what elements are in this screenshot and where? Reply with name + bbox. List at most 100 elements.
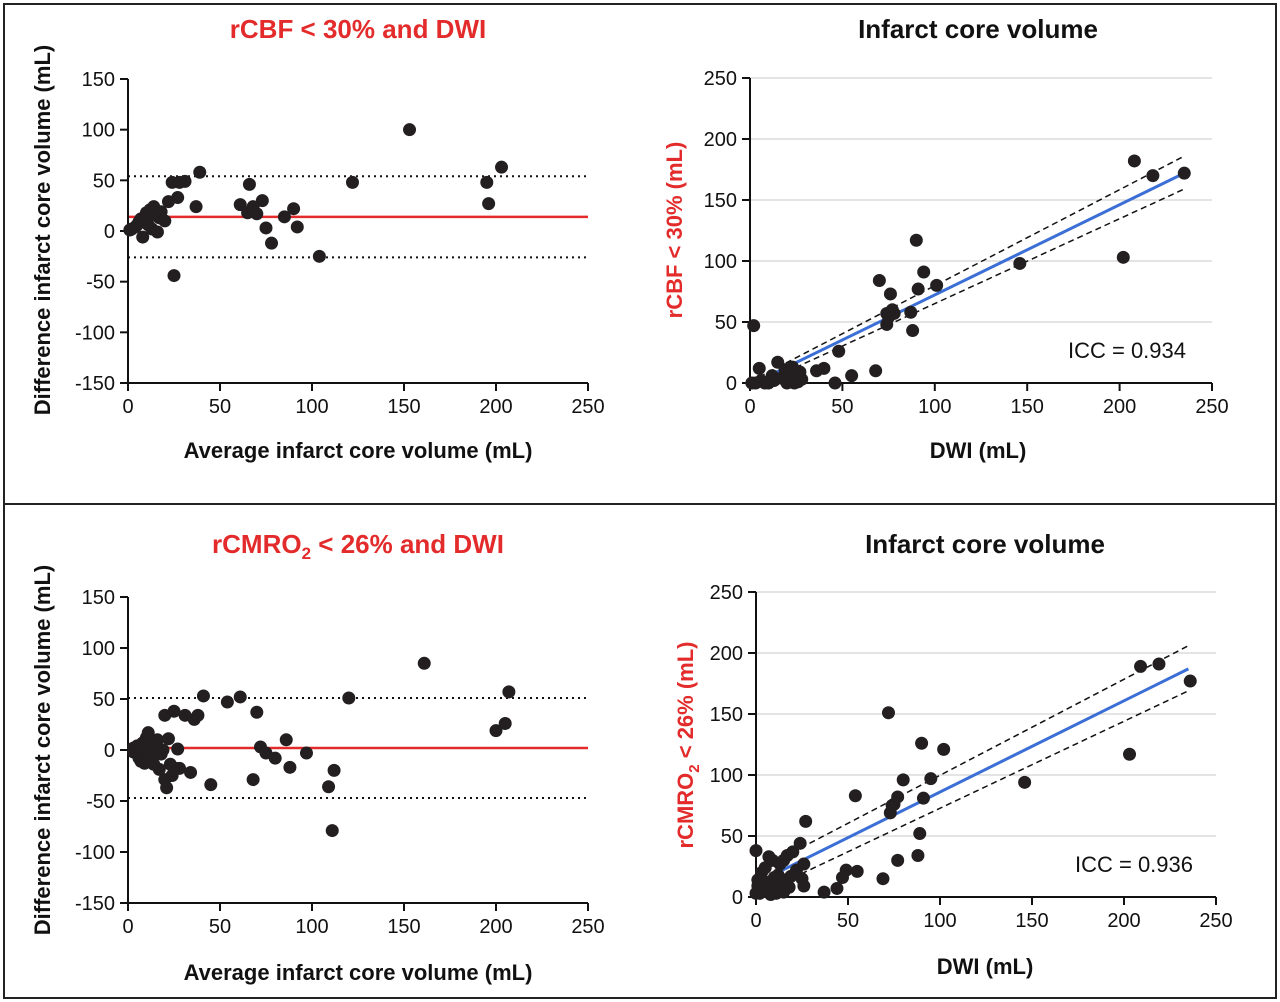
data-point [793, 836, 807, 850]
data-point [327, 763, 341, 777]
data-point [876, 872, 890, 886]
data-point [220, 695, 234, 709]
y-tick-label: 100 [82, 638, 115, 660]
data-point [495, 160, 509, 174]
data-point [322, 780, 336, 794]
x-axis-label: Average infarct core volume (mL) [184, 960, 533, 985]
data-point [417, 656, 431, 670]
x-tick-label: 50 [837, 910, 859, 932]
panel-frame-bottom [3, 503, 1277, 999]
data-point [1177, 166, 1191, 180]
data-point [287, 202, 301, 216]
data-point [191, 708, 205, 722]
y-tick-label: 150 [704, 190, 737, 212]
bland-altman-rcmro2-chart: rCMRO2 < 26% and DWI Average infarct cor… [30, 529, 605, 985]
chart-title: rCBF < 30% and DWI [230, 14, 486, 44]
chart-title: Infarct core volume [865, 529, 1105, 559]
data-point [160, 781, 174, 795]
data-point [259, 221, 273, 235]
data-point [915, 736, 929, 750]
data-point [136, 230, 150, 244]
data-point [345, 175, 359, 189]
data-point [891, 853, 905, 867]
x-tick-label: 0 [750, 910, 761, 932]
data-point [891, 790, 905, 804]
icc-annotation: ICC = 0.934 [1068, 338, 1186, 363]
data-point [299, 746, 313, 760]
data-point [817, 885, 831, 899]
data-point [830, 881, 844, 895]
y-tick-label: 200 [704, 129, 737, 151]
y-tick-label: 200 [710, 643, 743, 665]
data-point [279, 733, 293, 747]
data-point [797, 879, 811, 893]
x-axis-label: DWI (mL) [937, 954, 1034, 979]
data-point [150, 225, 164, 239]
data-point [1116, 250, 1130, 264]
data-point [173, 761, 187, 775]
data-point [152, 762, 166, 776]
data-point [799, 814, 813, 828]
data-point [290, 220, 304, 234]
title-suffix: < 26% and DWI [311, 529, 504, 559]
y-tick-label: 50 [93, 689, 115, 711]
data-point [797, 857, 811, 871]
data-point [1152, 657, 1166, 671]
data-point [1134, 659, 1148, 673]
x-tick-label: 200 [479, 396, 512, 418]
x-tick-label: 0 [122, 916, 133, 938]
correlation-rcbf-chart: Infarct core volume DWI (mL) rCBF < 30% … [662, 14, 1229, 463]
x-tick-label: 200 [479, 916, 512, 938]
data-point [268, 751, 282, 765]
data-point [277, 210, 291, 224]
y-axis-label: rCMRO2 < 26% (mL) [673, 642, 703, 849]
x-tick-label: 200 [1103, 396, 1136, 418]
data-point [786, 845, 800, 859]
data-point [930, 278, 944, 292]
data-point [325, 824, 339, 838]
bland-altman-rcbf-chart: rCBF < 30% and DWI Average infarct core … [30, 14, 605, 463]
x-axis-label: Average infarct core volume (mL) [184, 438, 533, 463]
data-point [480, 175, 494, 189]
data-point [283, 760, 297, 774]
x-tick-label: 100 [918, 396, 951, 418]
x-tick-label: 0 [744, 396, 755, 418]
data-point [869, 364, 883, 378]
data-point [242, 177, 256, 191]
x-tick-label: 200 [1107, 910, 1140, 932]
x-tick-label: 250 [1199, 910, 1232, 932]
chart-title: rCMRO2 < 26% and DWI [212, 529, 504, 563]
y-tick-label: -150 [75, 893, 115, 915]
data-point [184, 765, 198, 779]
data-point [1183, 674, 1197, 688]
y-label-suffix: < 26% (mL) [673, 642, 698, 765]
confidence-band-line [758, 188, 1185, 385]
y-axis-label: Difference infarct core volume (mL) [30, 565, 55, 935]
data-point [158, 214, 172, 228]
data-point [265, 236, 279, 250]
data-point [904, 305, 918, 319]
x-tick-label: 150 [387, 916, 420, 938]
data-point [1018, 775, 1032, 789]
y-tick-label: 100 [82, 120, 115, 142]
data-point [312, 249, 326, 263]
data-point [937, 742, 951, 756]
y-tick-label: 50 [93, 170, 115, 192]
x-tick-label: 0 [122, 396, 133, 418]
data-point [171, 191, 185, 205]
data-point [193, 165, 207, 179]
data-point [883, 287, 897, 301]
data-point [342, 691, 356, 705]
data-point [171, 742, 185, 756]
data-point [255, 194, 269, 208]
data-point [887, 306, 901, 320]
y-tick-label: -150 [75, 373, 115, 395]
y-tick-label: 0 [726, 373, 737, 395]
data-point [250, 705, 264, 719]
y-tick-label: 50 [721, 826, 743, 848]
x-tick-label: 100 [923, 910, 956, 932]
data-point [502, 685, 516, 699]
x-tick-label: 50 [209, 396, 231, 418]
data-point [167, 704, 181, 718]
